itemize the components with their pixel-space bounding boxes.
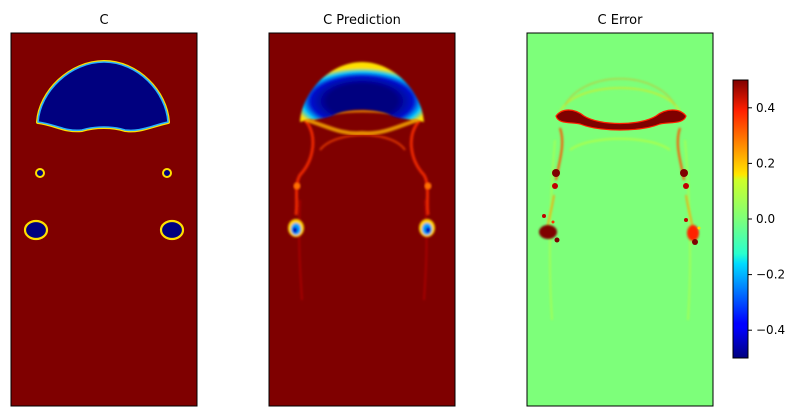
colorbar-tick-label: 0.4 — [756, 101, 775, 115]
droplet-large-left-c — [23, 219, 49, 241]
error-spot-small-left — [552, 169, 560, 177]
colorbar-tick-label: 0.2 — [756, 156, 775, 170]
drop-cap-prediction — [300, 62, 424, 136]
error-spot-small-right — [680, 169, 688, 177]
droplet-small-right-prediction — [424, 182, 432, 190]
axes-frame-c — [10, 32, 198, 407]
droplet-large-right-c — [159, 219, 185, 241]
colorbar-tick-label: 0.0 — [756, 212, 775, 226]
colorbar-tick-label: −0.4 — [756, 323, 785, 337]
error-spot-mid-left — [552, 183, 558, 189]
error-cluster-right — [684, 218, 701, 245]
droplet-small-left-c — [35, 168, 45, 178]
panel-c-error: C Error — [526, 13, 714, 407]
panel-c-prediction: C Prediction — [268, 13, 456, 407]
panel-title-c-error: C Error — [598, 13, 644, 28]
error-spot-mid-right — [683, 183, 689, 189]
heatmap-c-error — [527, 33, 713, 406]
error-band-top — [555, 109, 687, 131]
axes-frame-c-prediction — [268, 32, 456, 407]
droplet-large-right-prediction — [419, 219, 435, 237]
droplet-small-left-prediction — [293, 182, 301, 190]
colorbar: −0.4 −0.2 0.0 0.2 0.4 — [732, 79, 785, 359]
axes-frame-c-error — [526, 32, 714, 407]
error-cluster-left — [539, 214, 560, 243]
droplet-large-left-prediction — [288, 219, 304, 237]
colorbar-ticks: −0.4 −0.2 0.0 0.2 0.4 — [748, 101, 785, 337]
panel-c: C — [10, 13, 198, 407]
panel-title-c: C — [99, 13, 108, 28]
droplet-small-right-c — [162, 168, 172, 178]
panel-title-c-prediction: C Prediction — [323, 13, 401, 28]
colorbar-tick-label: −0.2 — [756, 268, 785, 282]
colorbar-gradient — [732, 79, 749, 359]
drop-cap-c — [36, 60, 170, 133]
